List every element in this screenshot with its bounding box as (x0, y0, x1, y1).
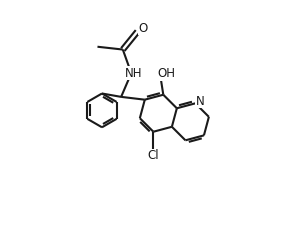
Text: NH: NH (125, 67, 142, 80)
Text: OH: OH (157, 67, 175, 80)
Text: Cl: Cl (148, 149, 159, 163)
Text: O: O (139, 22, 148, 35)
Text: N: N (196, 94, 204, 108)
